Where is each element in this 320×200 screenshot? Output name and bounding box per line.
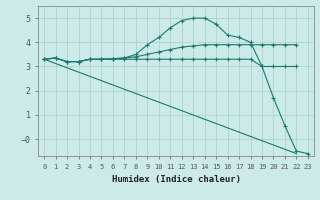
- X-axis label: Humidex (Indice chaleur): Humidex (Indice chaleur): [111, 175, 241, 184]
